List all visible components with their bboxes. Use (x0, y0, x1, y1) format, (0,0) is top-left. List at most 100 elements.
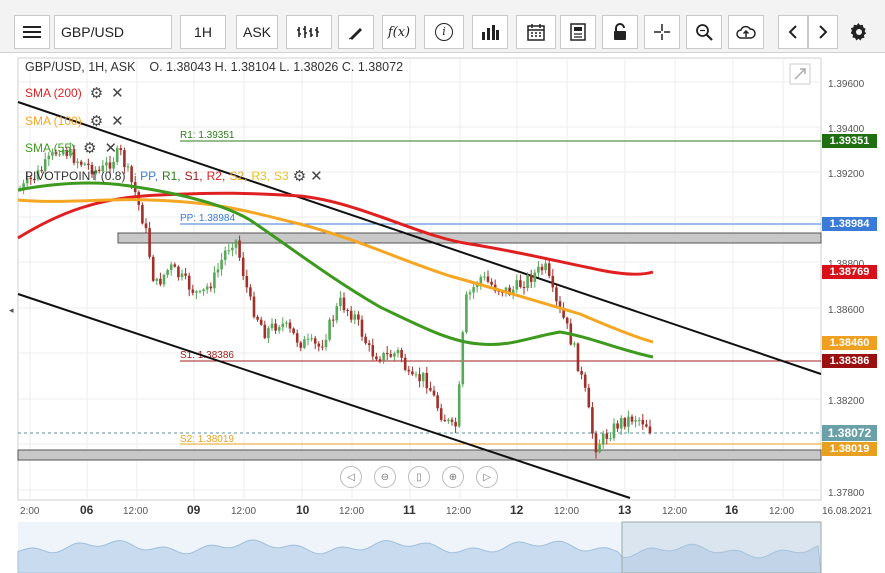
channel-upper-line[interactable] (17, 101, 822, 375)
scroll-right-icon[interactable] (808, 15, 838, 49)
candle-body (61, 150, 65, 155)
candle-body (148, 228, 151, 257)
crosshair-icon[interactable] (644, 15, 680, 49)
pivot-item-s2: S2, (229, 169, 248, 183)
support-zone[interactable] (17, 449, 822, 461)
candle-body (97, 169, 101, 171)
candle-body (313, 338, 317, 344)
legend-sma55-label: SMA (55) (25, 141, 76, 155)
chart-area[interactable]: R1: 1.39351 PP: 1.38984 S1: 1.38386 S2: … (0, 52, 885, 573)
toolbar: GBP/USD 1H ASK f(x) i (0, 0, 885, 53)
candle-body (310, 338, 313, 340)
candle-body (87, 163, 90, 165)
calendar-icon[interactable] (516, 15, 556, 49)
navigator-window[interactable] (621, 521, 822, 573)
legend-sma100[interactable]: SMA (100) ⚙ ✕ (25, 112, 124, 130)
candle-body (479, 277, 483, 285)
candle-body (504, 287, 508, 294)
info-icon: i (435, 23, 453, 41)
time-tick: 12:00 (662, 506, 687, 517)
candle-body (619, 418, 623, 429)
candle-body (540, 266, 544, 271)
candle-body (475, 284, 479, 288)
cloud-upload-icon[interactable] (728, 15, 764, 49)
menu-icon[interactable] (14, 15, 50, 49)
candle-body (112, 161, 115, 169)
price-type-selector[interactable]: ASK (236, 15, 278, 49)
pan-right-icon[interactable]: ▷ (476, 466, 498, 488)
lock-icon[interactable] (602, 15, 638, 49)
legend-pivot-label: PIVOTPOINT (0.8) (25, 169, 126, 183)
symbol-selector[interactable]: GBP/USD (54, 15, 172, 49)
price-chart[interactable]: R1: 1.39351 PP: 1.38984 S1: 1.38386 S2: … (0, 52, 885, 573)
left-handle-icon[interactable]: ◂ (9, 305, 14, 315)
time-tick: 09 (187, 503, 201, 517)
legend-sma200[interactable]: SMA (200) ⚙ ✕ (25, 84, 124, 102)
chart-type-icon[interactable] (286, 15, 332, 49)
close-icon[interactable]: ✕ (111, 113, 124, 130)
candle-body (364, 336, 367, 344)
sma100-price-label: 1.38460 (822, 336, 877, 350)
zoom-in-icon[interactable]: ⊕ (442, 466, 464, 488)
candle-body (123, 150, 126, 168)
gear-icon[interactable]: ⚙ (292, 168, 307, 185)
gear-icon[interactable]: ⚙ (83, 140, 97, 157)
price-axis: 1.39600 1.39400 1.39200 1.38800 1.38600 … (828, 79, 865, 499)
pan-left-icon[interactable]: ◁ (340, 466, 362, 488)
candle-body (601, 433, 605, 445)
indicators-button[interactable]: f(x) (382, 15, 416, 49)
candle-body (522, 287, 526, 289)
zoom-out-icon[interactable]: ⊖ (374, 466, 396, 488)
candle-body (547, 263, 551, 276)
candle-body (198, 291, 202, 293)
candle-body (119, 148, 123, 151)
close-icon[interactable]: ✕ (310, 168, 323, 185)
candle-body (36, 170, 40, 180)
gear-icon[interactable]: ⚙ (89, 113, 104, 130)
info-button[interactable]: i (424, 15, 464, 49)
candle-body (533, 272, 537, 282)
news-icon[interactable] (560, 15, 596, 49)
close-icon[interactable]: ✕ (104, 140, 118, 157)
close-icon[interactable]: ✕ (111, 85, 124, 102)
candle-body (443, 419, 447, 421)
candle-body (40, 170, 43, 172)
scroll-left-icon[interactable] (778, 15, 808, 49)
resistance-zone[interactable] (117, 232, 822, 244)
candle-body (400, 349, 403, 358)
candle-body (425, 372, 429, 389)
candle-body (436, 395, 439, 409)
candle-body (605, 433, 609, 439)
reset-view-icon[interactable]: ▯ (408, 466, 430, 488)
candle-body (641, 419, 645, 425)
candle-body (385, 352, 389, 355)
settings-gear-icon[interactable] (844, 15, 874, 49)
candle-body (33, 179, 36, 181)
volume-icon[interactable] (472, 15, 508, 49)
pivot-item-r2: R2, (206, 169, 226, 183)
draw-tool-icon[interactable] (338, 15, 374, 49)
candle-body (94, 169, 97, 175)
candle-body (457, 384, 461, 427)
sma55-line (17, 181, 654, 359)
time-tick: 12:00 (123, 506, 148, 517)
timeframe-selector[interactable]: 1H (180, 15, 226, 49)
channel-lower-line[interactable] (17, 293, 631, 499)
gear-icon[interactable]: ⚙ (89, 85, 104, 102)
candle-body (83, 163, 87, 165)
candle-body (317, 343, 321, 347)
time-tick: 12:00 (446, 506, 471, 517)
price-tick: 1.38200 (828, 396, 865, 407)
candle-body (202, 289, 205, 292)
candle-body (393, 353, 396, 357)
zoom-icon[interactable] (686, 15, 722, 49)
legend-sma55[interactable]: SMA (55) ⚙ ✕ (25, 139, 117, 157)
legend-pivot[interactable]: PIVOTPOINT (0.8) : PP, R1, S1, R2, S2, R… (25, 167, 323, 185)
candle-body (69, 148, 72, 156)
candle-body (421, 372, 425, 382)
candle-body (454, 421, 457, 427)
candle-body (396, 349, 400, 354)
candle-body (375, 356, 378, 360)
candle-body (155, 278, 159, 281)
candle-body (511, 289, 515, 296)
